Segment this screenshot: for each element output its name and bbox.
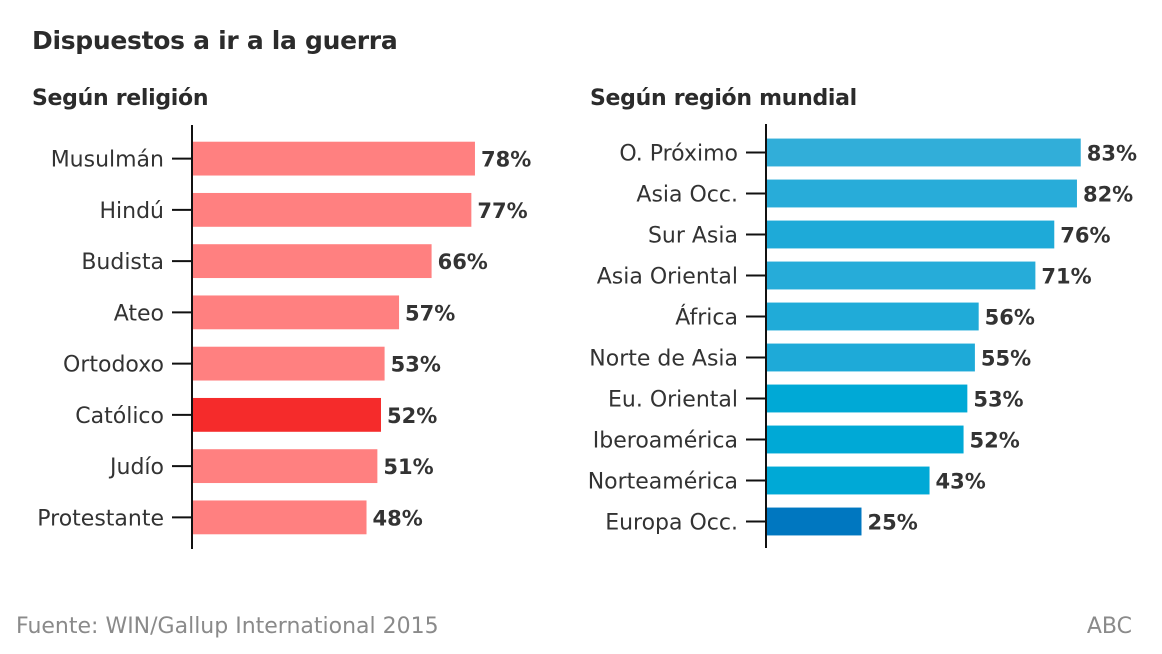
value-label: 82% [1083,183,1133,207]
value-label: 51% [383,455,433,479]
bar-protestante [193,500,367,535]
category-label: Judío [108,455,164,480]
value-label: 56% [985,306,1035,330]
bar-eu-oriental [767,384,968,413]
value-label: 53% [391,353,441,377]
category-label: Protestante [37,506,164,531]
value-label: 76% [1060,224,1110,248]
bar-norteamérica [767,466,930,495]
bar-ortodoxo [193,346,385,381]
publisher-credit: ABC [1086,614,1132,639]
category-label: Asia Occ. [636,183,738,208]
category-label: Musulmán [51,148,164,173]
bar-áfrica [767,302,979,331]
value-label: 52% [970,429,1020,453]
bar-asia-occ- [767,179,1077,208]
bar-o-próximo [767,138,1081,167]
source-note: Fuente: WIN/Gallup International 2015 [16,614,439,639]
bar-norte-de-asia [767,343,975,372]
bar-católico [193,397,381,432]
value-label: 78% [481,148,531,172]
category-label: Católico [75,404,164,429]
category-label: Sur Asia [648,224,738,249]
value-label: 71% [1041,265,1091,289]
value-label: 55% [981,347,1031,371]
bar-budista [193,244,432,279]
value-label: 77% [477,199,527,223]
bar-musulmán [193,141,475,176]
category-label: Asia Oriental [597,265,738,290]
category-label: Hindú [99,199,164,224]
value-label: 66% [438,250,488,274]
value-label: 48% [373,506,423,530]
category-label: Budista [81,250,164,275]
bar-asia-oriental [767,261,1036,290]
category-label: Norte de Asia [589,347,738,372]
category-label: Iberoamérica [593,429,738,454]
bar-ateo [193,295,400,330]
value-label: 83% [1087,142,1137,166]
category-label: Ortodoxo [63,353,164,378]
bar-hindú [193,192,472,227]
religion-bar-chart: Musulmán 78% Hindú 77% Budista 66% Ateo 57% Orto… [37,125,531,549]
category-label: O. Próximo [619,142,738,167]
category-label: Eu. Oriental [608,388,738,413]
bar-europa-occ- [767,507,862,536]
value-label: 43% [936,470,986,494]
value-label: 25% [868,511,918,535]
value-label: 57% [405,301,455,325]
value-label: 53% [973,388,1023,412]
chart-title: Dispuestos a ir a la guerra [32,26,398,55]
category-label: Europa Occ. [605,511,738,536]
bar-iberoamérica [767,425,964,454]
category-label: África [675,305,738,331]
bar-sur-asia [767,220,1055,249]
value-label: 52% [387,404,437,428]
region-chart-subtitle: Según región mundial [590,86,857,111]
religion-chart-subtitle: Según religión [32,86,209,111]
category-label: Ateo [114,301,164,326]
bar-judío [193,449,378,484]
category-label: Norteamérica [588,470,738,495]
